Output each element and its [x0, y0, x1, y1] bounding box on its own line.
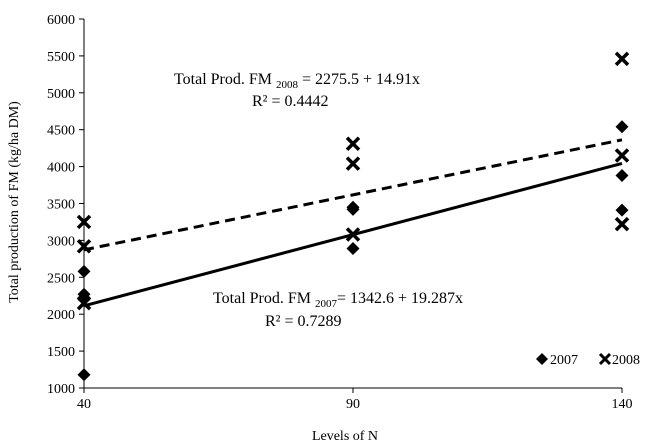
point-2008 — [614, 51, 630, 67]
x-tick-label: 90 — [346, 397, 360, 412]
y-tick-label: 5000 — [47, 87, 75, 102]
point-2008 — [614, 216, 630, 232]
x-axis-ticks: 40 90 140 — [77, 388, 633, 412]
point-2008 — [614, 148, 630, 163]
r-squared-2007: R² = 0.7289 — [265, 313, 342, 330]
y-tick-label: 2500 — [47, 271, 75, 286]
point-2007 — [615, 168, 629, 182]
point-2008 — [345, 227, 361, 242]
point-2007 — [615, 120, 629, 134]
y-tick-label: 3500 — [47, 198, 75, 213]
y-axis-label: Total production of FM (kg/ha DM) — [7, 101, 22, 303]
y-tick-label: 4500 — [47, 124, 75, 139]
y-tick-label: 2000 — [47, 308, 75, 323]
point-2007 — [615, 203, 629, 217]
y-axis-ticks: 1000 1500 2000 2500 3000 3500 4000 4500 5000 5500… — [47, 13, 84, 397]
x-axis-label: Levels of N — [312, 429, 378, 444]
legend-2007-marker — [536, 353, 548, 365]
y-tick-label: 5500 — [47, 50, 75, 65]
legend-2008-marker — [598, 352, 612, 366]
legend: 2007 2008 — [536, 352, 640, 368]
trendline-2008 — [83, 138, 623, 252]
point-2007 — [346, 242, 360, 256]
y-tick-label: 4000 — [47, 161, 75, 176]
y-tick-label: 1500 — [47, 345, 75, 360]
equation-2007: Total Prod. FM 2007= 1342.6 + 19.287x — [213, 290, 463, 310]
point-2007 — [346, 202, 360, 216]
x-tick-label: 140 — [612, 397, 633, 412]
y-tick-label: 3000 — [47, 234, 75, 249]
y-tick-label: 6000 — [47, 13, 75, 28]
legend-2008-label: 2008 — [612, 353, 640, 368]
point-2008 — [345, 156, 361, 171]
legend-2007-label: 2007 — [550, 353, 578, 368]
equation-2008: Total Prod. FM 2008 = 2275.5 + 14.91x — [174, 71, 420, 91]
data-points — [76, 51, 630, 382]
y-tick-label: 1000 — [47, 382, 75, 397]
r-squared-2008: R² = 0.4442 — [252, 93, 329, 110]
point-2008 — [345, 136, 361, 151]
x-tick-label: 40 — [77, 397, 91, 412]
